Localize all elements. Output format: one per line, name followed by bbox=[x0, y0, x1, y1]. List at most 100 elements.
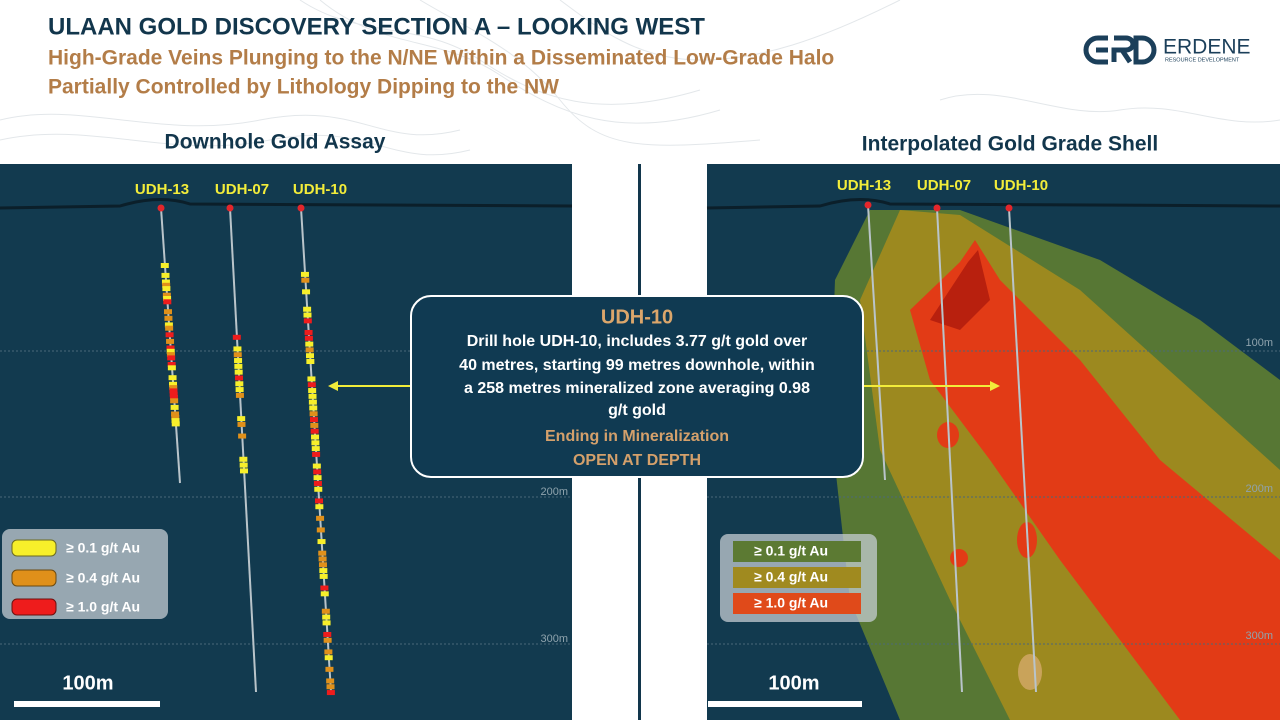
collar bbox=[933, 204, 941, 212]
logo-name: ERDENE bbox=[1163, 36, 1251, 59]
hole-label: UDH-10 bbox=[293, 181, 347, 198]
depth-label: 300m bbox=[1245, 630, 1273, 642]
assay-interval bbox=[319, 568, 328, 574]
assay-interval bbox=[166, 338, 175, 344]
assay-interval bbox=[322, 614, 331, 620]
assay-interval bbox=[306, 359, 315, 365]
assay-interval bbox=[326, 678, 335, 684]
assay-interval bbox=[233, 346, 242, 352]
panel-title: Interpolated Gold Grade Shell bbox=[862, 133, 1158, 156]
scale-bar bbox=[14, 701, 160, 707]
assay-interval bbox=[167, 362, 176, 367]
assay-interval bbox=[306, 353, 314, 359]
assay-interval bbox=[304, 335, 313, 341]
assay-interval bbox=[234, 358, 243, 364]
subtitle: High-Grade Veins Plunging to the N/NE Wi… bbox=[48, 47, 834, 70]
assay-interval bbox=[322, 620, 331, 626]
assay-interval bbox=[165, 325, 174, 331]
assay-interval bbox=[301, 277, 310, 283]
assay-interval bbox=[233, 352, 242, 358]
assay-interval bbox=[163, 296, 172, 301]
assay-interval bbox=[163, 299, 172, 305]
collar bbox=[226, 204, 234, 212]
assay-interval bbox=[305, 347, 314, 353]
assay-interval bbox=[160, 263, 169, 268]
collar bbox=[297, 204, 305, 212]
hole-label: UDH-13 bbox=[135, 181, 189, 198]
assay-interval bbox=[170, 398, 179, 404]
assay-interval bbox=[162, 292, 171, 298]
subtitle: Partially Controlled by Lithology Dippin… bbox=[48, 76, 559, 99]
assay-interval bbox=[318, 562, 327, 568]
contours bbox=[0, 0, 1280, 156]
assay-interval bbox=[300, 271, 309, 277]
assay-interval bbox=[303, 312, 312, 318]
assay-interval bbox=[308, 393, 317, 399]
callout-line: 40 metres, starting 99 metres downhole, … bbox=[459, 357, 815, 374]
assay-interval bbox=[313, 480, 322, 486]
assay-interval bbox=[167, 355, 176, 361]
assay-interval bbox=[239, 468, 248, 474]
surface bbox=[706, 198, 1280, 210]
assay-interval bbox=[169, 381, 178, 387]
drill-holes bbox=[157, 201, 1037, 696]
assay-interval bbox=[323, 631, 332, 637]
assay-interval bbox=[237, 421, 246, 427]
depth-label: 100m bbox=[1245, 337, 1273, 349]
assay-interval bbox=[323, 637, 332, 643]
depth-label: 200m bbox=[540, 486, 568, 498]
assay-interval bbox=[234, 363, 243, 369]
assay-interval bbox=[315, 504, 324, 510]
depth-label: 200m bbox=[1245, 483, 1273, 495]
scale-label: 100m bbox=[768, 672, 819, 694]
assay-interval bbox=[320, 591, 329, 597]
assay-interval bbox=[303, 318, 312, 324]
logo: ERDENE RESOURCE DEVELOPMENT bbox=[1083, 35, 1251, 65]
assay-interval bbox=[310, 422, 319, 428]
assay-interval bbox=[304, 329, 313, 335]
panel-title: Downhole Gold Assay bbox=[165, 131, 386, 154]
assay-interval bbox=[318, 550, 327, 556]
assay-interval bbox=[238, 433, 247, 439]
assay-interval bbox=[317, 539, 326, 545]
collar bbox=[157, 204, 165, 212]
assay-interval bbox=[169, 391, 178, 397]
collar bbox=[864, 201, 872, 209]
assay-interval bbox=[169, 395, 178, 400]
arrows bbox=[328, 381, 1000, 391]
assay-interval bbox=[312, 463, 321, 469]
scale-bar bbox=[708, 701, 862, 707]
assay-interval bbox=[234, 369, 243, 375]
assay-interval bbox=[235, 387, 244, 393]
hole-label: UDH-07 bbox=[917, 177, 971, 194]
assay-interval bbox=[315, 498, 323, 504]
drill-trace bbox=[936, 207, 963, 693]
assay-interval bbox=[309, 411, 318, 417]
assay-interval bbox=[307, 376, 316, 382]
callout-line: Drill hole UDH-10, includes 3.77 g/t gol… bbox=[467, 333, 808, 350]
legend-label: ≥ 0.4 g/t Au bbox=[754, 569, 828, 585]
logo-tagline: RESOURCE DEVELOPMENT bbox=[1165, 57, 1240, 63]
assay-interval bbox=[167, 365, 176, 371]
legend-label: ≥ 0.1 g/t Au bbox=[66, 540, 140, 556]
assay-interval bbox=[162, 282, 171, 288]
assay-interval bbox=[169, 385, 178, 391]
assay-interval bbox=[316, 515, 325, 521]
assay-interval bbox=[311, 440, 320, 446]
assay-interval bbox=[166, 345, 175, 351]
assay-interval bbox=[163, 309, 172, 315]
assay-interval bbox=[309, 417, 318, 423]
assay-interval bbox=[318, 556, 327, 562]
assay-interval bbox=[235, 381, 244, 387]
assay-interval bbox=[308, 388, 317, 394]
drill-trace bbox=[867, 204, 886, 481]
assay-interval bbox=[170, 404, 179, 410]
legend-label: ≥ 1.0 g/t Au bbox=[66, 599, 140, 615]
callout-title: UDH-10 bbox=[601, 306, 673, 328]
assay-interval bbox=[164, 322, 173, 328]
assay-interval bbox=[324, 649, 333, 655]
callout-note: Ending in Mineralization bbox=[545, 428, 729, 445]
surface bbox=[0, 198, 573, 210]
scale-label: 100m bbox=[62, 672, 113, 694]
